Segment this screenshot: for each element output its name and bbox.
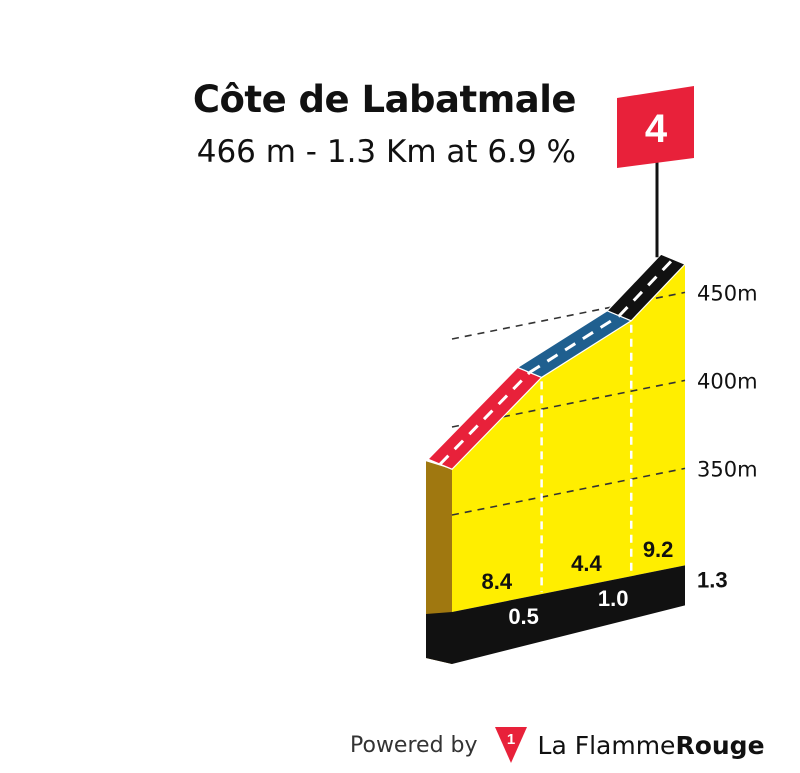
segment-gradient-label: 8.4 bbox=[482, 569, 513, 594]
road-centerline bbox=[618, 258, 675, 317]
segment-gradient-label: 4.4 bbox=[571, 551, 602, 576]
category-flag: 4 bbox=[617, 86, 694, 258]
profile-road bbox=[426, 253, 687, 470]
profile-base-band bbox=[426, 565, 685, 664]
road-segment bbox=[606, 253, 687, 322]
profile-front-face bbox=[452, 264, 685, 612]
y-tick-label: 350m bbox=[697, 457, 758, 481]
brand-name: La FlammeRouge bbox=[537, 730, 765, 760]
climb-summary: 466 m - 1.3 Km at 6.9 % bbox=[196, 134, 576, 170]
logo-glyph: 1 bbox=[506, 731, 514, 748]
climb-title: Côte de Labatmale bbox=[192, 78, 577, 121]
x-tick-label: 1.3 bbox=[697, 567, 728, 592]
y-tick-label: 400m bbox=[697, 369, 758, 393]
category-flag-banner bbox=[617, 86, 694, 168]
road-centerline bbox=[528, 314, 621, 374]
flamme-rouge-logo-icon: 1 bbox=[494, 727, 527, 763]
profile-labels: 350m 400m 450m 8.4 4.4 9.2 0.5 1.0 1.3 bbox=[482, 281, 758, 629]
footer: Powered by 1 La FlammeRouge bbox=[350, 725, 765, 765]
segment-gradient-label: 9.2 bbox=[643, 537, 674, 562]
x-tick-label: 1.0 bbox=[598, 586, 629, 611]
profile-fill bbox=[426, 264, 685, 664]
elevation-gridline bbox=[451, 467, 686, 516]
powered-by-text: Powered by bbox=[350, 732, 478, 758]
road-centerline bbox=[438, 371, 531, 466]
y-tick-label: 450m bbox=[697, 281, 758, 305]
x-tick-label: 0.5 bbox=[508, 604, 539, 629]
category-number: 4 bbox=[645, 107, 668, 151]
